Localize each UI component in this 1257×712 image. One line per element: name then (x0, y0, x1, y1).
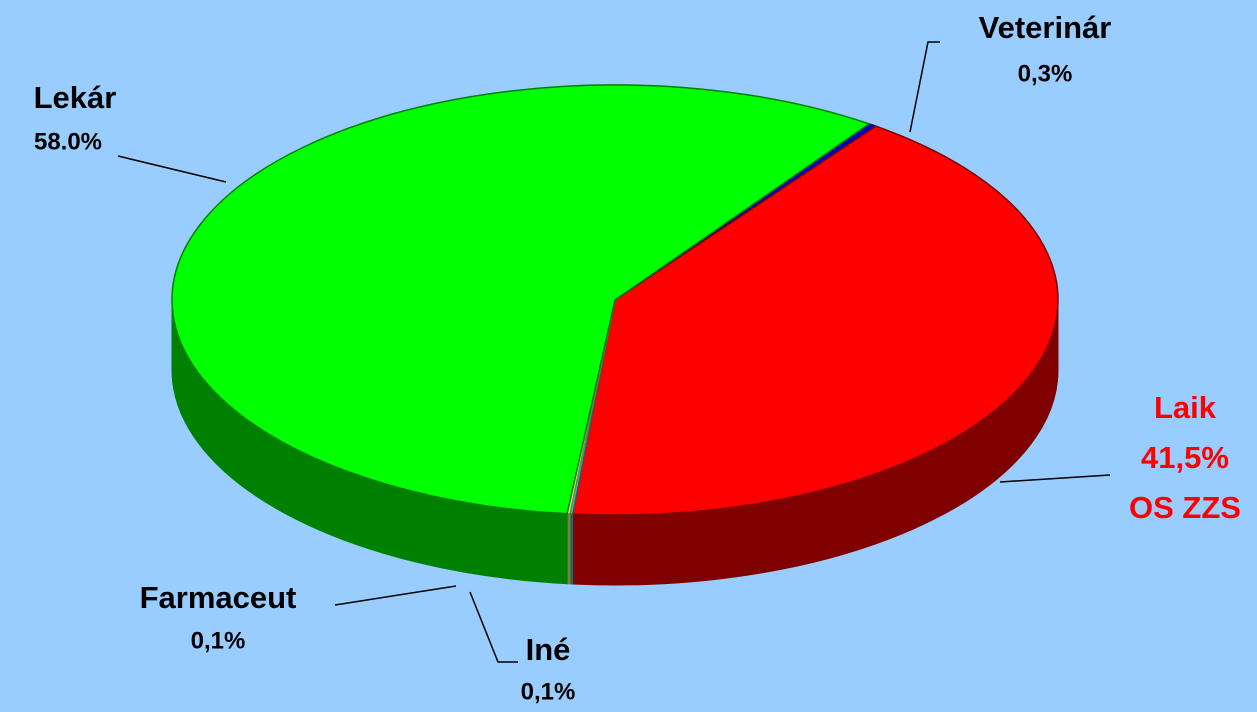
leader-line (909, 41, 940, 133)
leader-line (117, 155, 227, 183)
value-label: 0,1% (521, 678, 576, 705)
value-label: 0,3% (1018, 60, 1073, 87)
annotation: OS ZZS (1129, 490, 1241, 525)
slice-label: Lekár (34, 80, 117, 115)
leader-line (334, 585, 457, 606)
value-label: 41,5% (1141, 440, 1229, 475)
value-label: 0,1% (191, 627, 246, 654)
slice-label: Iné (526, 632, 571, 667)
leader-line (469, 591, 518, 663)
slice-label: Laik (1154, 390, 1217, 425)
slice (571, 125, 1059, 516)
slice-label: Veterinár (979, 10, 1112, 45)
value-label: 58.0% (34, 128, 102, 155)
leader-line (999, 474, 1111, 483)
slice-label: Farmaceut (140, 580, 297, 615)
slice (171, 84, 871, 515)
